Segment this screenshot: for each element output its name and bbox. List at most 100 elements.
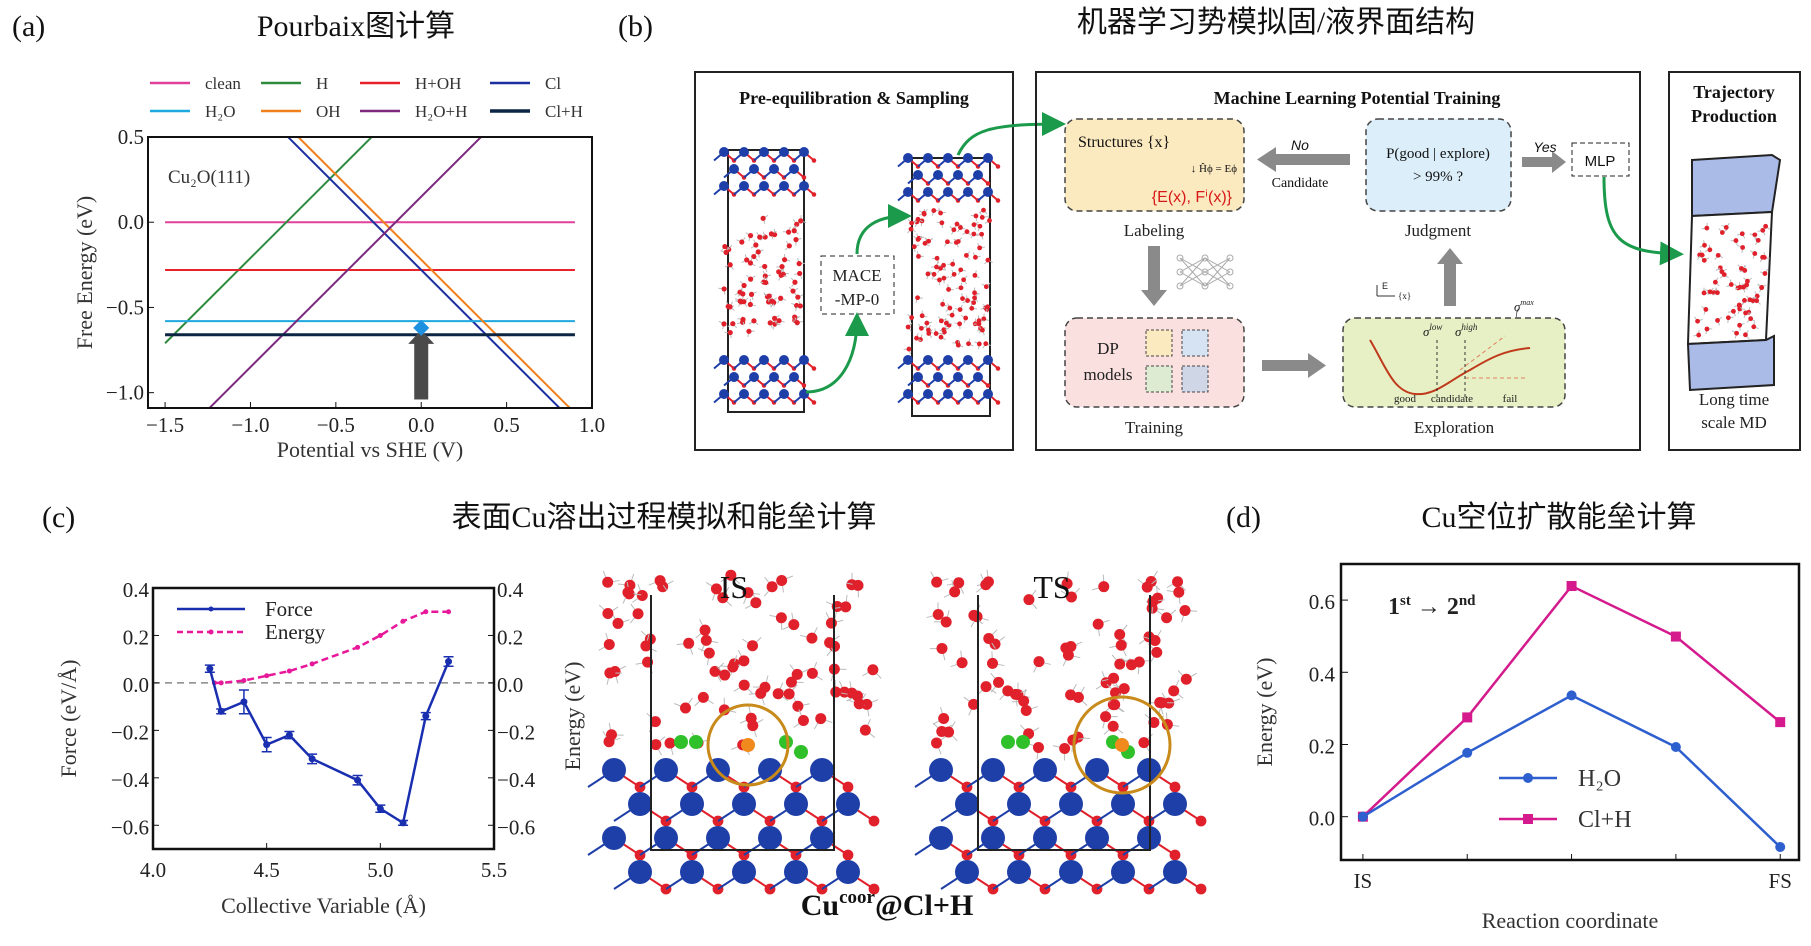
water-molecule (748, 291, 755, 298)
structures-text: Structures {x} (1078, 134, 1170, 151)
good-label: good (1394, 393, 1417, 405)
water-molecule (767, 320, 773, 326)
legend-label: OH (316, 102, 341, 121)
trajectory-box (1668, 71, 1801, 451)
y-tick-label: −0.6 (111, 815, 149, 839)
right-arrow-icon (1522, 151, 1566, 173)
water-molecule (969, 305, 975, 311)
data-point (1670, 742, 1681, 753)
water-molecule (744, 257, 750, 263)
plot-frame (147, 136, 593, 409)
legend-label: Cl (545, 74, 561, 93)
water-molecule (1701, 290, 1707, 296)
water-molecule (987, 218, 992, 223)
copper-atom (963, 389, 973, 399)
y-tick-label: 0.0 (1309, 807, 1335, 831)
water-molecule (940, 616, 952, 628)
right-y-tick-label: 0.0 (497, 673, 523, 697)
x-axis-label: Collective Variable (Å) (221, 893, 426, 918)
water-molecule (953, 577, 965, 589)
water-molecule (791, 228, 797, 234)
copper-atom (732, 792, 756, 816)
exploration-box (1342, 317, 1566, 408)
legend-item: Force (177, 597, 313, 621)
water-molecule (1748, 316, 1754, 322)
water-molecule (968, 698, 980, 710)
water-molecule (911, 244, 917, 250)
copper-atom (923, 355, 933, 365)
legend-item: Energy (177, 620, 326, 644)
water-molecule (965, 298, 970, 303)
panel-label-d: (d) (1226, 501, 1261, 534)
water-molecule (983, 284, 989, 290)
x-tick-label: FS (1769, 869, 1792, 893)
water-molecule (1737, 322, 1743, 328)
water-molecule (1736, 302, 1742, 308)
legend-item: H₂O+H (360, 102, 467, 121)
water-molecule (719, 669, 731, 681)
water-molecule (977, 223, 983, 229)
water-molecule (727, 661, 739, 673)
water-molecule (794, 221, 800, 227)
threshold-text: > 99% ? (1413, 169, 1463, 185)
water-molecule (1020, 704, 1032, 716)
water-molecule (980, 327, 985, 333)
models-label: models (1083, 365, 1132, 384)
x-tick-label: −0.5 (317, 413, 355, 437)
copper-atom (799, 355, 809, 365)
ml-training-box (1035, 71, 1641, 451)
copper-atom (1111, 792, 1135, 816)
water-molecule (958, 225, 963, 230)
sigma-low-label: σlow (1423, 322, 1442, 339)
water-molecule (931, 576, 943, 588)
water-molecule (951, 271, 957, 277)
water-molecule (972, 290, 977, 296)
force-line (208, 661, 450, 825)
water-molecule (791, 668, 803, 680)
water-molecule (976, 321, 982, 327)
water-molecule (918, 337, 923, 342)
water-molecule (727, 329, 733, 336)
water-molecule (632, 608, 644, 620)
chlorine-atom (1001, 735, 1015, 749)
sigma-max-label: σmax f (1514, 298, 1534, 317)
copper-atom (943, 355, 953, 365)
copper-atom (943, 153, 953, 163)
water-molecule (725, 569, 737, 581)
water-molecule (747, 301, 753, 308)
water-molecule (931, 737, 943, 749)
bottom-slab-block (1686, 334, 1775, 392)
surface-annotation: Cu₂O(111) (168, 167, 250, 188)
axis-e-label: E (1382, 281, 1388, 291)
water-molecule (797, 714, 809, 726)
water-molecule (941, 275, 947, 281)
legend-label: Force (265, 597, 313, 621)
water-molecule (932, 609, 944, 621)
water-molecule (925, 271, 931, 277)
oxygen-atom (842, 781, 854, 793)
water-molecule (937, 277, 942, 283)
water-molecule (1156, 697, 1168, 709)
water-molecule (943, 726, 955, 738)
water-molecule (955, 342, 961, 348)
chlorine-atom (674, 735, 688, 749)
labeling-caption: Labeling (1124, 221, 1185, 240)
left-arrow-icon (1257, 147, 1350, 172)
water-molecule (793, 237, 799, 243)
water-molecule (806, 632, 818, 644)
water-molecule (766, 581, 778, 593)
copper-atom (719, 147, 729, 157)
copper-atom (784, 860, 808, 884)
y-axis-label: Energy (eV) (1252, 658, 1277, 767)
data-point (1462, 747, 1473, 758)
water-molecule (945, 239, 950, 245)
copper-atom (1085, 758, 1109, 782)
pre-equilibration-box (694, 71, 1014, 451)
right-y-tick-label: −0.4 (497, 768, 536, 792)
hydrogen-cu-atom (741, 738, 755, 752)
water-molecule (792, 314, 798, 320)
x-axis-label: Reaction coordinate (1482, 908, 1659, 933)
pourbaix-chart: −1.5 −1.0 −0.5 0.0 0.5 1.00.50.0−0.5−1.0Poten… (72, 74, 605, 462)
water-molecule (958, 267, 964, 273)
water-molecule (1723, 225, 1729, 230)
